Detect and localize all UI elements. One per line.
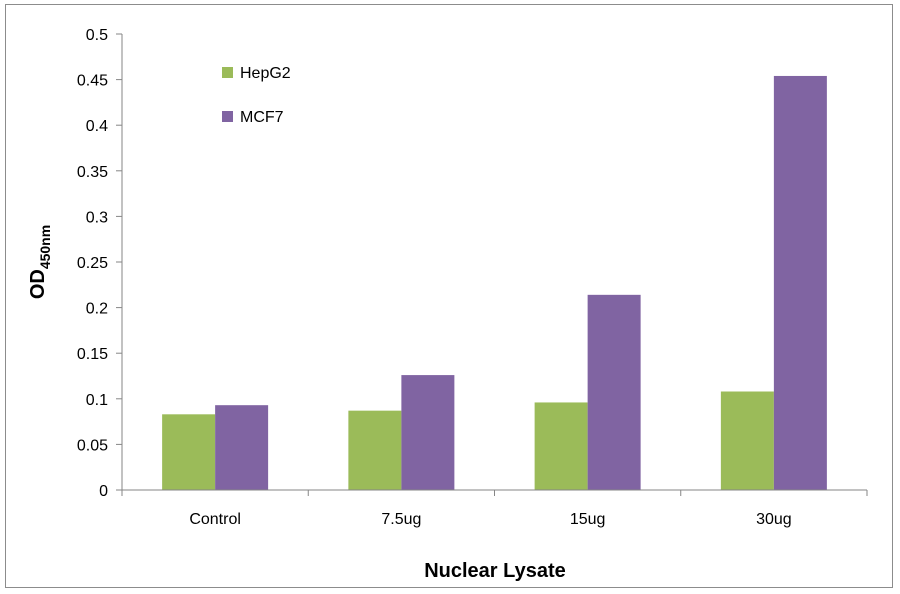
y-tick-label: 0.35 [77, 164, 108, 181]
y-tick-label: 0.1 [86, 392, 108, 409]
y-tick-label: 0.05 [77, 437, 108, 454]
y-tick-label: 0.3 [86, 209, 108, 226]
x-tick-label: 15ug [570, 511, 606, 528]
chart-frame [5, 4, 893, 588]
bars [162, 75, 827, 491]
y-tick-label: 0 [99, 483, 108, 500]
bar-mcf7-30ug [773, 75, 827, 491]
x-axis-labels: Control 7.5ug 15ug 30ug [189, 511, 791, 528]
bar-hepg2-75ug [348, 410, 402, 490]
y-axis-title-subscript: 450nm [37, 225, 53, 269]
axes [121, 34, 868, 496]
y-tick-label: 0.5 [86, 27, 108, 44]
legend-swatch [222, 111, 233, 122]
legend-swatch [222, 67, 233, 78]
bar-mcf7-75ug [401, 375, 455, 490]
bar-mcf7-control [215, 405, 269, 490]
y-tick-label: 0.15 [77, 346, 108, 363]
x-axis-title: Nuclear Lysate [424, 560, 566, 582]
x-tick-label: 7.5ug [381, 511, 421, 528]
legend-label: HepG2 [240, 65, 291, 82]
bar-hepg2-15ug [534, 402, 588, 490]
y-axis-title-main: OD [27, 269, 49, 299]
y-tick-label: 0.45 [77, 73, 108, 90]
y-tick-label: 0.2 [86, 301, 108, 318]
y-tick-label: 0.4 [86, 118, 108, 135]
bar-mcf7-15ug [587, 294, 641, 490]
y-axis-ticks: 0 0.05 0.1 0.15 0.2 0.25 0.3 0.35 0.4 0.45 0.5 [77, 27, 122, 500]
y-axis-title: OD450nm [27, 225, 53, 299]
x-tick-label: Control [189, 511, 241, 528]
x-tick-label: 30ug [756, 511, 792, 528]
legend: HepG2 MCF7 [222, 65, 291, 126]
y-tick-label: 0.25 [77, 255, 108, 272]
bar-hepg2-30ug [720, 391, 774, 490]
legend-label: MCF7 [240, 109, 284, 126]
bar-hepg2-control [162, 414, 216, 490]
